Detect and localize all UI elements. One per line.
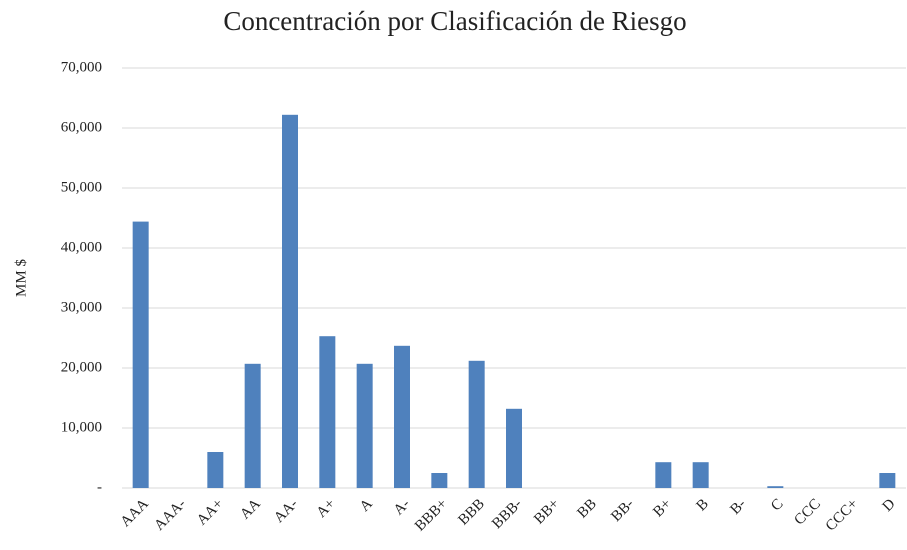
y-tick-label: - bbox=[97, 479, 102, 495]
bar bbox=[468, 360, 485, 488]
x-tick-label: A bbox=[357, 496, 376, 515]
x-tick-label: AAA- bbox=[151, 496, 189, 534]
x-tick-label: BBB- bbox=[489, 496, 525, 532]
bar bbox=[356, 363, 373, 488]
bar bbox=[692, 462, 709, 488]
x-tick-label: A- bbox=[391, 496, 414, 519]
x-tick-label: AA+ bbox=[194, 496, 227, 529]
x-tick-label: BB bbox=[574, 496, 599, 521]
chart-title: Concentración por Clasificación de Riesg… bbox=[223, 6, 686, 36]
y-tick-label: 30,000 bbox=[61, 299, 102, 315]
bar bbox=[879, 473, 896, 488]
x-tick-label: D bbox=[880, 496, 899, 515]
y-tick-label: 10,000 bbox=[61, 419, 102, 435]
bar bbox=[207, 452, 224, 488]
x-tick-label: BB- bbox=[608, 496, 637, 525]
bar bbox=[244, 363, 261, 488]
x-tick-label: B bbox=[694, 496, 712, 514]
x-tick-label: AA- bbox=[271, 496, 301, 526]
bar bbox=[132, 221, 149, 488]
bar bbox=[506, 408, 522, 488]
bar bbox=[394, 345, 410, 488]
bar bbox=[431, 473, 448, 488]
y-tick-label: 70,000 bbox=[61, 59, 102, 75]
x-tick-label: B- bbox=[727, 496, 749, 518]
x-tick-label: BBB+ bbox=[412, 496, 451, 535]
y-tick-label: 60,000 bbox=[61, 119, 102, 135]
x-tick-label: CCC bbox=[791, 496, 824, 529]
x-tick-label: BBB bbox=[455, 496, 488, 529]
x-tick-label: AAA bbox=[118, 496, 152, 530]
bar bbox=[319, 336, 336, 488]
y-tick-label: 40,000 bbox=[61, 239, 102, 255]
x-tick-label: A+ bbox=[314, 496, 339, 521]
bar bbox=[282, 114, 298, 489]
y-tick-label: 20,000 bbox=[61, 359, 102, 375]
x-tick-label: C bbox=[768, 496, 786, 514]
y-tick-label: 50,000 bbox=[61, 179, 102, 195]
bar bbox=[655, 462, 672, 488]
x-tick-label: CCC+ bbox=[823, 496, 862, 535]
bar bbox=[767, 486, 784, 488]
x-tick-label: AA bbox=[237, 496, 264, 523]
x-tick-label: B+ bbox=[650, 496, 674, 520]
y-axis-label: MM $ bbox=[13, 259, 29, 297]
x-tick-label: BB+ bbox=[531, 496, 562, 527]
